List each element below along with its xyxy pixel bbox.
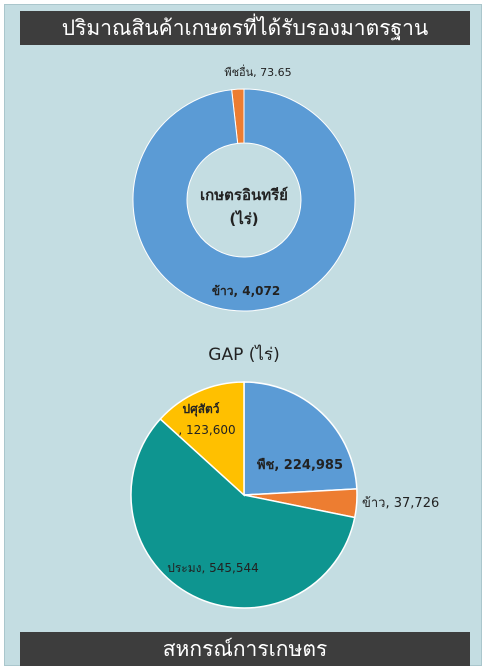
organic-donut-chart: พืชอื่น, 73.65 ข้าว, 4,072: [132, 64, 356, 312]
donut-center-unit: (ไร่): [229, 209, 258, 228]
gap-label-livestock-value: , 123,600: [178, 423, 235, 437]
donut-label-other-crops: พืชอื่น, 73.65: [224, 64, 291, 79]
gap-label-livestock: ปศุสัตว์: [182, 402, 219, 417]
gap-slice-ปศุสัตว์: [159, 381, 245, 497]
gap-slice-ประมง: [130, 417, 356, 609]
gap-slice-พืช: [243, 381, 358, 496]
header-title: ปริมาณสินค้าเกษตรที่ได้รับรองมาตรฐาน: [20, 11, 470, 45]
footer-title: สหกรณ์การเกษตร: [20, 632, 470, 666]
gap-chart-title: GAP (ไร่): [208, 344, 279, 365]
gap-label-crops: พืช, 224,985: [257, 457, 343, 473]
gap-label-fishery: ประมง, 545,544: [167, 561, 259, 575]
donut-center-label: เกษตรอินทรีย์: [200, 186, 288, 204]
donut-slice-1: [132, 88, 356, 312]
donut-label-rice: ข้าว, 4,072: [212, 284, 280, 298]
gap-pie-chart: พืช, 224,985 ข้าว, 37,726 ประมง, 545,544 ปศ…: [130, 381, 439, 609]
gap-label-rice: ข้าว, 37,726: [362, 496, 439, 511]
